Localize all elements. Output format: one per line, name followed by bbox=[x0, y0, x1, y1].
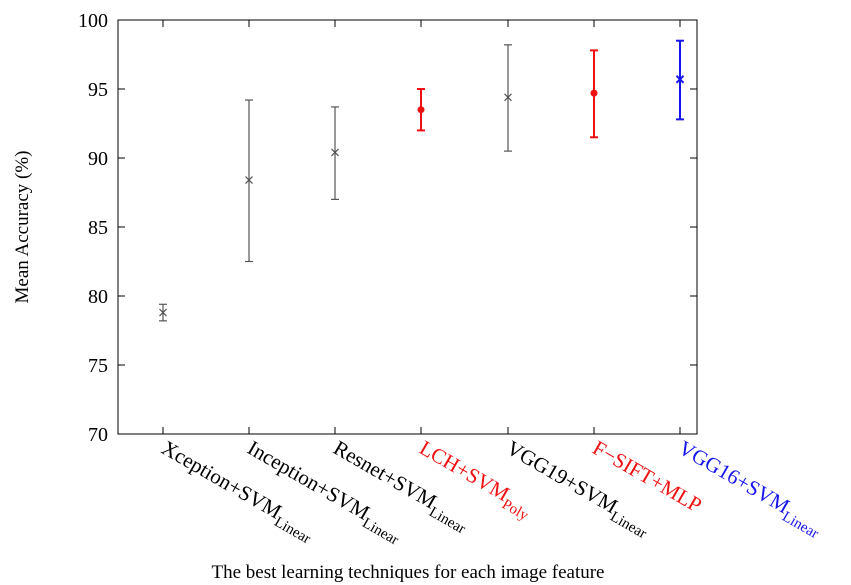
error-bar-point bbox=[417, 88, 425, 132]
mean-x-marker bbox=[159, 308, 167, 317]
x-tick-label: Xception+SVMLinear bbox=[155, 436, 320, 548]
y-axis: 70 75 80 85 90 95 100 bbox=[78, 10, 697, 446]
y-tick-label: 90 bbox=[88, 148, 108, 170]
y-tick-label: 100 bbox=[78, 10, 108, 32]
error-bar-point bbox=[245, 99, 253, 263]
mean-dot-marker bbox=[590, 89, 598, 97]
x-axis-tick-labels: Xception+SVMLinearInception+SVMLinearRes… bbox=[155, 436, 828, 549]
mean-x-marker bbox=[331, 148, 339, 157]
y-tick-label: 75 bbox=[88, 355, 108, 377]
y-tick-label: 85 bbox=[88, 217, 108, 239]
x-tick-label-subscript: Linear bbox=[359, 515, 401, 548]
x-tick-label-subscript: Poly bbox=[499, 496, 531, 524]
x-tick-label-subscript: Linear bbox=[271, 514, 313, 547]
x-tick-label: VGG19+SVMLinear bbox=[500, 436, 656, 543]
x-tick-label-subscript: Linear bbox=[426, 504, 468, 537]
error-bar-point bbox=[504, 44, 512, 152]
mean-x-marker bbox=[245, 176, 253, 185]
mean-x-stroke bbox=[159, 308, 167, 317]
error-bar-point bbox=[590, 49, 598, 139]
error-bar-point bbox=[675, 39, 685, 121]
mean-x-stroke bbox=[331, 148, 339, 157]
x-axis-label: The best learning techniques for each im… bbox=[211, 562, 604, 583]
mean-x-marker bbox=[675, 75, 685, 84]
error-bar-point bbox=[159, 303, 167, 322]
plot-frame bbox=[117, 19, 698, 435]
y-tick-label: 95 bbox=[88, 79, 108, 101]
error-bar-point bbox=[331, 106, 339, 200]
plot-area bbox=[117, 19, 698, 435]
x-tick-label-subscript: Linear bbox=[607, 509, 649, 542]
mean-x-stroke bbox=[675, 75, 685, 84]
x-tick-label-subscript: Linear bbox=[779, 509, 821, 542]
mean-x-stroke bbox=[245, 176, 253, 185]
mean-x-marker bbox=[504, 93, 512, 102]
chart-marks bbox=[159, 39, 685, 322]
y-axis-label: Mean Accuracy (%) bbox=[12, 151, 33, 304]
mean-dot-marker bbox=[417, 106, 425, 114]
y-tick-label: 70 bbox=[88, 424, 108, 446]
y-tick-label: 80 bbox=[88, 286, 108, 308]
x-tick-label: VGG16+SVMLinear bbox=[672, 436, 828, 543]
mean-x-stroke bbox=[504, 93, 512, 102]
